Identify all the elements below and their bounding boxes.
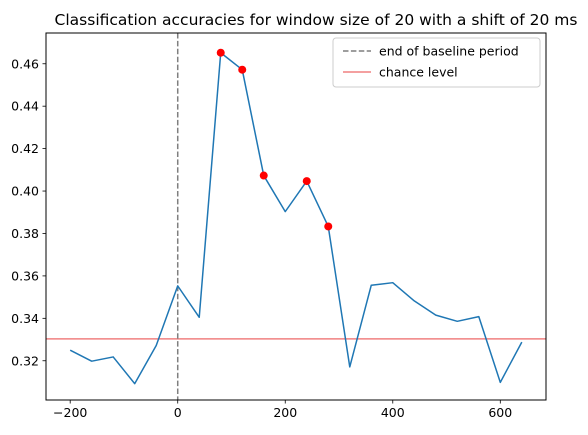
axes-frame (45, 32, 547, 401)
axes: −200 0 200 400 600 0.32 0.34 0.36 0.38 0.40 0.42 0.… (11, 56, 512, 420)
x-tick-label-3: 400 (381, 405, 405, 420)
chart-title: Classification accuracies for window siz… (55, 11, 578, 29)
legend: end of baseline period chance level (332, 37, 541, 88)
y-tick-label-1: 0.34 (11, 311, 39, 326)
accuracy-series-line-0 (69, 51, 523, 385)
legend-box (332, 37, 541, 88)
y-tick-label-5: 0.42 (11, 141, 39, 156)
highlighted-point-1 (238, 65, 247, 74)
y-tick-label-6: 0.44 (11, 99, 39, 114)
highlighted-point-0 (216, 48, 225, 57)
y-tick-label-0: 0.32 (11, 353, 39, 368)
y-tick-label-7: 0.46 (11, 56, 39, 71)
highlighted-point-4 (324, 222, 333, 231)
x-tick-label-4: 600 (488, 405, 512, 420)
y-tick-label-2: 0.36 (11, 268, 39, 283)
x-tick-label-1: 0 (174, 405, 182, 420)
y-tick-label-4: 0.40 (11, 184, 39, 199)
highlighted-point-3 (302, 177, 311, 186)
x-tick-label-0: −200 (53, 405, 87, 420)
highlighted-point-2 (259, 171, 268, 180)
legend-label-baseline: end of baseline period (379, 44, 519, 59)
y-tick-label-3: 0.38 (11, 226, 39, 241)
plot-area (46, 33, 546, 400)
x-tick-label-2: 200 (273, 405, 297, 420)
legend-label-chance: chance level (379, 65, 458, 80)
